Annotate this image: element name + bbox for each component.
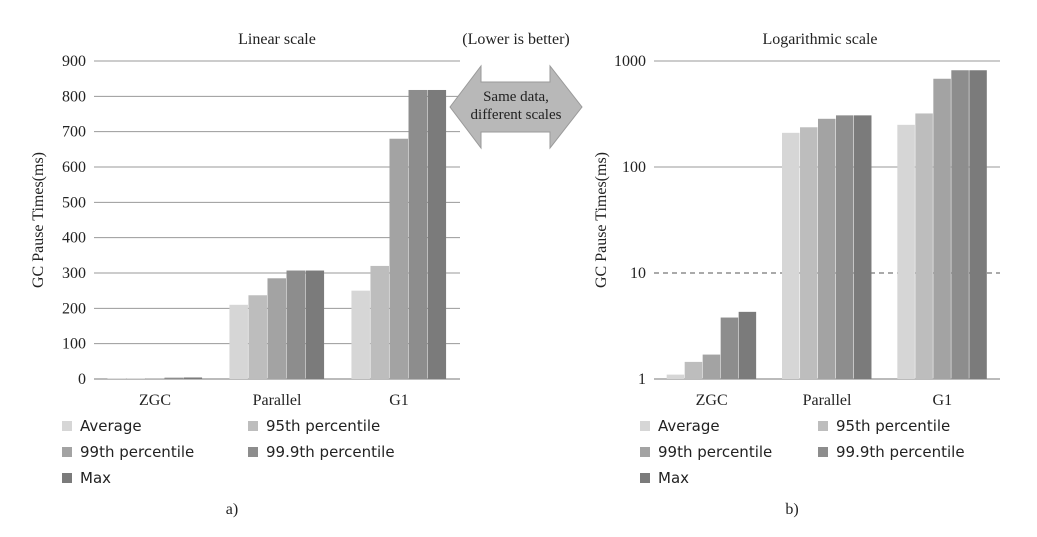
panel-label: b) xyxy=(785,501,798,518)
center-note: (Lower is better) Same data, different s… xyxy=(449,31,583,150)
chart-title: Linear scale xyxy=(238,31,316,48)
bar xyxy=(183,377,203,379)
bar xyxy=(164,377,184,379)
legend-swatch xyxy=(62,473,72,483)
y-axis-label: GC Pause Times(ms) xyxy=(593,152,610,288)
y-tick-label: 100 xyxy=(622,159,646,176)
x-tick-label: ZGC xyxy=(696,392,728,409)
chart-logarithmic: Logarithmic scale GC Pause Times(ms) 1 10… xyxy=(593,31,1000,518)
bar xyxy=(835,115,854,379)
x-tick-label: G1 xyxy=(933,392,953,409)
legend-entry: 99.9th percentile xyxy=(266,443,395,461)
y-tick-label: 800 xyxy=(62,88,86,105)
x-tick-label: G1 xyxy=(389,392,409,409)
x-tick-labels: ZGC Parallel G1 xyxy=(696,392,952,409)
bar xyxy=(267,278,287,379)
bar xyxy=(351,290,370,379)
y-tick-label: 300 xyxy=(62,265,86,282)
y-tick-label: 500 xyxy=(62,194,86,211)
y-tick-label: 900 xyxy=(62,53,86,70)
bar xyxy=(853,115,872,379)
legend: Average 95th percentile 99th percentile 99.… xyxy=(62,417,395,487)
bar xyxy=(305,270,325,379)
x-tick-labels: ZGC Parallel G1 xyxy=(139,392,409,409)
y-tick-label: 600 xyxy=(62,159,86,176)
bar xyxy=(782,132,800,379)
y-tick-labels: 0 100 200 300 400 500 600 700 800 900 xyxy=(62,53,86,388)
y-tick-label: 1000 xyxy=(614,53,646,70)
y-tick-label: 700 xyxy=(62,124,86,141)
legend-swatch xyxy=(640,421,650,431)
bar xyxy=(248,295,267,379)
bar xyxy=(286,270,306,379)
chart-linear: Linear scale GC Pause Times(ms) 0 100 200 3… xyxy=(30,31,460,518)
legend-swatch xyxy=(248,447,258,457)
y-tick-label: 100 xyxy=(62,336,86,353)
x-tick-label: Parallel xyxy=(803,392,852,409)
legend-entry: Average xyxy=(658,417,720,435)
arrow-label-line2: different scales xyxy=(471,107,562,123)
bar xyxy=(818,118,836,380)
bar xyxy=(666,374,685,379)
legend-entry: 95th percentile xyxy=(836,417,950,435)
bar xyxy=(229,304,248,379)
chart-title: Logarithmic scale xyxy=(762,31,877,48)
bar xyxy=(897,124,915,379)
bar xyxy=(126,378,145,379)
bar xyxy=(951,70,969,380)
legend-swatch xyxy=(248,421,258,431)
panel-label: a) xyxy=(226,501,238,518)
legend-entry: 99.9th percentile xyxy=(836,443,965,461)
bar xyxy=(684,361,703,379)
bar xyxy=(969,70,987,380)
bar xyxy=(408,89,428,380)
lower-is-better-caption: (Lower is better) xyxy=(462,31,570,48)
legend-swatch xyxy=(62,447,72,457)
x-tick-label: Parallel xyxy=(253,392,302,409)
legend-swatch xyxy=(62,421,72,431)
legend-swatch xyxy=(818,421,828,431)
legend-entry: 99th percentile xyxy=(80,443,194,461)
legend: Average 95th percentile 99th percentile 99.… xyxy=(640,417,965,487)
bar xyxy=(145,378,165,379)
y-tick-label: 1 xyxy=(638,371,646,388)
legend-entry: Average xyxy=(80,417,142,435)
bar xyxy=(427,89,447,380)
bar xyxy=(389,138,409,379)
y-axis-label: GC Pause Times(ms) xyxy=(30,152,47,288)
x-tick-label: ZGC xyxy=(139,392,171,409)
y-tick-labels: 1 10 100 1000 xyxy=(614,53,646,388)
bar xyxy=(800,127,818,379)
arrow-label-line1: Same data, xyxy=(483,89,549,105)
y-tick-label: 200 xyxy=(62,300,86,317)
bar xyxy=(915,113,933,379)
legend-entry: Max xyxy=(80,469,111,487)
legend-swatch xyxy=(818,447,828,457)
bar xyxy=(702,354,721,379)
legend-entry: 99th percentile xyxy=(658,443,772,461)
bar xyxy=(933,78,951,379)
bar xyxy=(720,317,739,379)
double-arrow-icon xyxy=(449,64,583,150)
legend-entry: Max xyxy=(658,469,689,487)
legend-swatch xyxy=(640,447,650,457)
y-tick-label: 0 xyxy=(78,371,86,388)
y-tick-label: 10 xyxy=(630,265,646,282)
bar xyxy=(370,265,389,379)
bar xyxy=(738,311,757,379)
bars xyxy=(107,89,447,380)
legend-entry: 95th percentile xyxy=(266,417,380,435)
legend-swatch xyxy=(640,473,650,483)
bars xyxy=(666,70,987,380)
y-tick-label: 400 xyxy=(62,230,86,247)
